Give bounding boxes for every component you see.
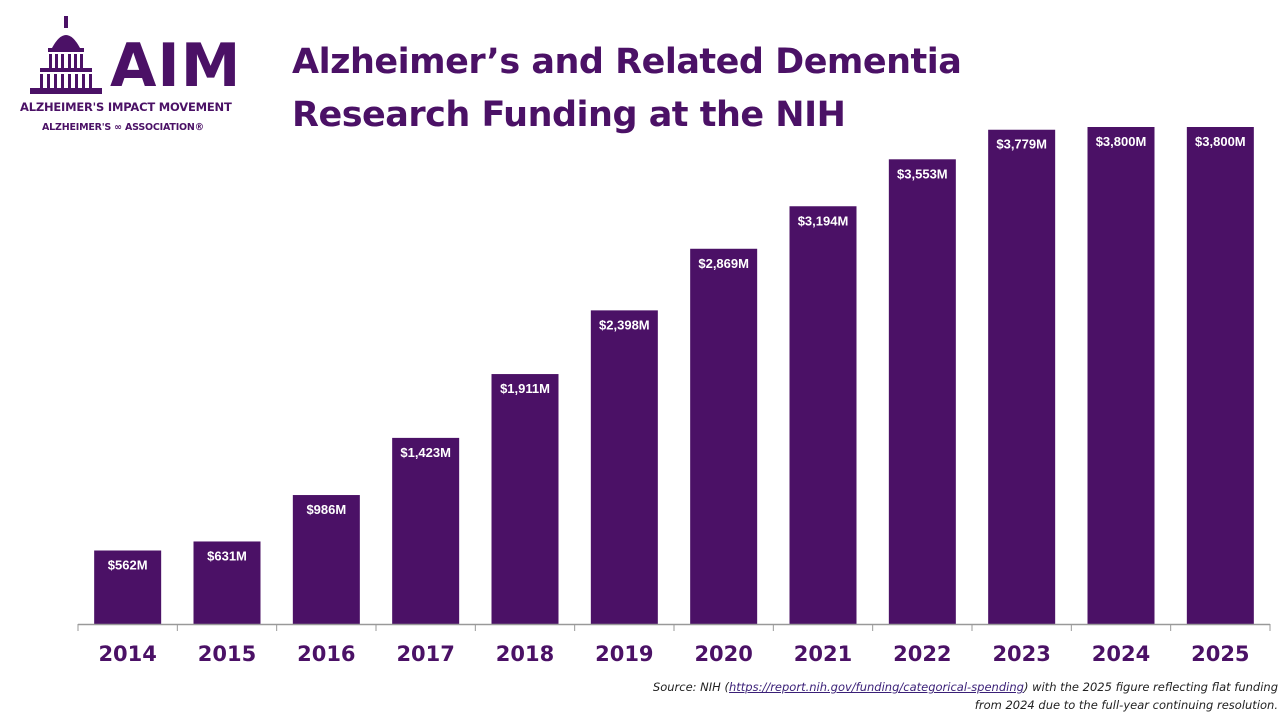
x-tick-2018: 2018 bbox=[496, 642, 554, 666]
data-label-2015: $631M bbox=[207, 548, 247, 563]
bar-2015 bbox=[193, 541, 261, 624]
x-tick-2015: 2015 bbox=[198, 642, 256, 666]
source-prefix: Source: NIH ( bbox=[652, 680, 729, 694]
bar-2017 bbox=[392, 437, 460, 624]
data-label-2016: $986M bbox=[306, 502, 346, 517]
x-tick-2023: 2023 bbox=[992, 642, 1050, 666]
x-tick-2020: 2020 bbox=[694, 642, 752, 666]
data-label-2024: $3,800M bbox=[1096, 134, 1147, 149]
data-label-2023: $3,779M bbox=[996, 137, 1047, 152]
bar-2014 bbox=[94, 550, 162, 624]
title-line-1: Alzheimer’s and Related Dementia bbox=[292, 42, 962, 82]
data-label-2021: $3,194M bbox=[798, 213, 849, 228]
logo-association: ALZHEIMER'S ∞ ASSOCIATION® bbox=[42, 122, 204, 133]
x-tick-2016: 2016 bbox=[297, 642, 355, 666]
source-note: Source: NIH (https://report.nih.gov/fund… bbox=[558, 678, 1278, 714]
source-suffix: ) with the 2025 figure reflecting flat f… bbox=[1023, 680, 1278, 694]
x-tick-2021: 2021 bbox=[794, 642, 852, 666]
data-label-2014: $562M bbox=[108, 557, 148, 572]
source-link[interactable]: https://report.nih.gov/funding/categoric… bbox=[728, 680, 1024, 694]
data-label-2025: $3,800M bbox=[1195, 134, 1246, 149]
x-tick-2022: 2022 bbox=[893, 642, 951, 666]
x-tick-2014: 2014 bbox=[98, 642, 156, 666]
bar-2024 bbox=[1087, 127, 1155, 624]
capitol-dome-icon bbox=[30, 16, 102, 94]
data-label-2018: $1,911M bbox=[500, 381, 550, 396]
bar-2016 bbox=[292, 495, 360, 624]
x-tick-2017: 2017 bbox=[396, 642, 454, 666]
data-label-2019: $2,398M bbox=[599, 317, 650, 332]
x-tick-2019: 2019 bbox=[595, 642, 653, 666]
bar-2020 bbox=[690, 248, 758, 624]
bar-2023 bbox=[988, 129, 1056, 624]
x-tick-2024: 2024 bbox=[1092, 642, 1150, 666]
bar-2021 bbox=[789, 206, 857, 624]
bar-2025 bbox=[1186, 127, 1254, 624]
bar-2022 bbox=[888, 159, 956, 624]
logo-subtitle: ALZHEIMER'S IMPACT MOVEMENT bbox=[20, 100, 232, 114]
page-title: Alzheimer’s and Related Dementia Researc… bbox=[292, 36, 992, 142]
data-label-2022: $3,553M bbox=[897, 166, 948, 181]
data-label-2017: $1,423M bbox=[400, 445, 451, 460]
aim-logo: AIM ALZHEIMER'S IMPACT MOVEMENT ALZHEIME… bbox=[18, 14, 240, 139]
data-label-2020: $2,869M bbox=[698, 256, 749, 271]
bar-chart: $562M 2014 $631M 2015 $986M 2016 $1,423M 2017 $1… bbox=[77, 127, 1271, 666]
title-line-2: Research Funding at the NIH bbox=[292, 95, 846, 135]
bar-2019 bbox=[590, 310, 658, 624]
bar-2018 bbox=[491, 374, 559, 624]
logo-wordmark: AIM bbox=[110, 31, 242, 101]
source-line-2: from 2024 due to the full-year continuin… bbox=[974, 698, 1278, 712]
x-tick-2025: 2025 bbox=[1191, 642, 1249, 666]
